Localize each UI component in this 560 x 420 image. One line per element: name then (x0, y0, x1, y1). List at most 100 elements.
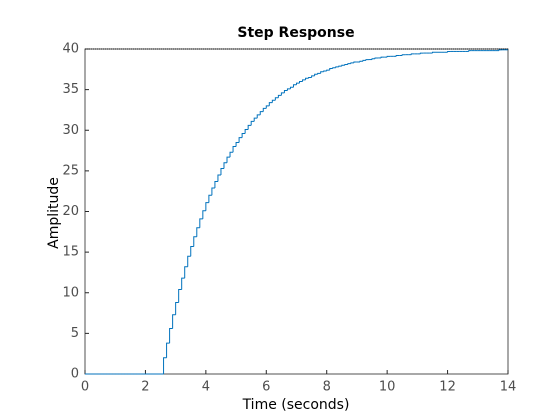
step (317, 72, 321, 75)
x-tick-label: 10 (379, 380, 396, 395)
step (323, 70, 327, 72)
step (262, 107, 267, 112)
step (350, 62, 354, 64)
step (320, 71, 324, 74)
step (308, 76, 312, 79)
x-tick-label: 14 (500, 380, 517, 395)
step (205, 202, 209, 211)
step (184, 266, 188, 279)
step (374, 57, 379, 59)
step (365, 59, 370, 61)
step (410, 53, 415, 55)
y-tick-label: 20 (62, 204, 79, 219)
step (359, 60, 363, 62)
y-tick-label: 5 (71, 326, 79, 341)
y-tick-label: 40 (62, 42, 79, 57)
step (271, 99, 276, 103)
x-tick-label: 2 (141, 380, 149, 395)
step (187, 255, 191, 267)
step (268, 102, 273, 106)
step (181, 277, 185, 290)
step (265, 105, 270, 109)
step (193, 236, 197, 247)
x-tick-label: 4 (202, 380, 210, 395)
step (296, 82, 300, 85)
x-axis-label: Time (seconds) (242, 397, 350, 413)
step (199, 218, 203, 228)
x-tick-label: 12 (439, 380, 456, 395)
step (256, 114, 261, 119)
step (208, 194, 212, 203)
y-tick-label: 0 (71, 367, 79, 382)
y-tick-label: 35 (62, 82, 79, 97)
chart-title: Step Response (237, 25, 354, 41)
y-tick-label: 15 (62, 245, 79, 260)
step (335, 66, 339, 68)
step (292, 84, 297, 88)
step (178, 289, 182, 303)
y-axis-label: Amplitude (46, 177, 62, 249)
step (299, 81, 303, 84)
step (235, 141, 240, 147)
step (238, 137, 243, 143)
step (468, 50, 472, 52)
step (401, 54, 406, 56)
step (302, 79, 306, 82)
step (353, 61, 357, 63)
step (283, 89, 288, 93)
step (214, 180, 218, 188)
step (280, 92, 285, 96)
step (172, 314, 176, 329)
plot-box (84, 48, 509, 375)
step (447, 50, 451, 53)
step (289, 86, 294, 89)
step (196, 227, 200, 237)
step (311, 75, 315, 78)
step (244, 128, 249, 134)
step (241, 133, 246, 138)
step (166, 342, 170, 358)
step (229, 151, 234, 158)
y-tick-label: 30 (62, 123, 79, 138)
step (380, 56, 385, 58)
step (175, 302, 179, 315)
step (338, 65, 342, 67)
y-tick-label: 10 (62, 285, 79, 300)
step (362, 59, 366, 62)
step (226, 156, 231, 163)
step (419, 52, 424, 54)
step (220, 167, 224, 175)
step (347, 63, 351, 65)
x-tick-label: 0 (81, 380, 89, 395)
step (169, 328, 173, 344)
step (386, 55, 391, 58)
step (253, 117, 258, 122)
step (250, 120, 255, 126)
step (163, 357, 167, 374)
x-tick-label: 8 (323, 380, 331, 395)
step (371, 58, 376, 60)
x-tick-label: 6 (262, 380, 270, 395)
step (211, 187, 215, 196)
step (431, 51, 436, 54)
y-tick-label: 25 (62, 163, 79, 178)
step (217, 174, 221, 182)
step (341, 64, 345, 67)
step (247, 124, 252, 130)
step (329, 68, 333, 71)
step (305, 77, 309, 80)
step (395, 55, 400, 57)
step (332, 67, 336, 69)
step (190, 245, 194, 257)
step (274, 97, 279, 101)
step (232, 146, 237, 153)
step (259, 111, 264, 115)
step (223, 162, 228, 169)
step (498, 49, 502, 51)
step (314, 73, 318, 76)
step (277, 94, 282, 98)
step (202, 210, 206, 219)
step (344, 63, 348, 66)
step (286, 88, 291, 91)
